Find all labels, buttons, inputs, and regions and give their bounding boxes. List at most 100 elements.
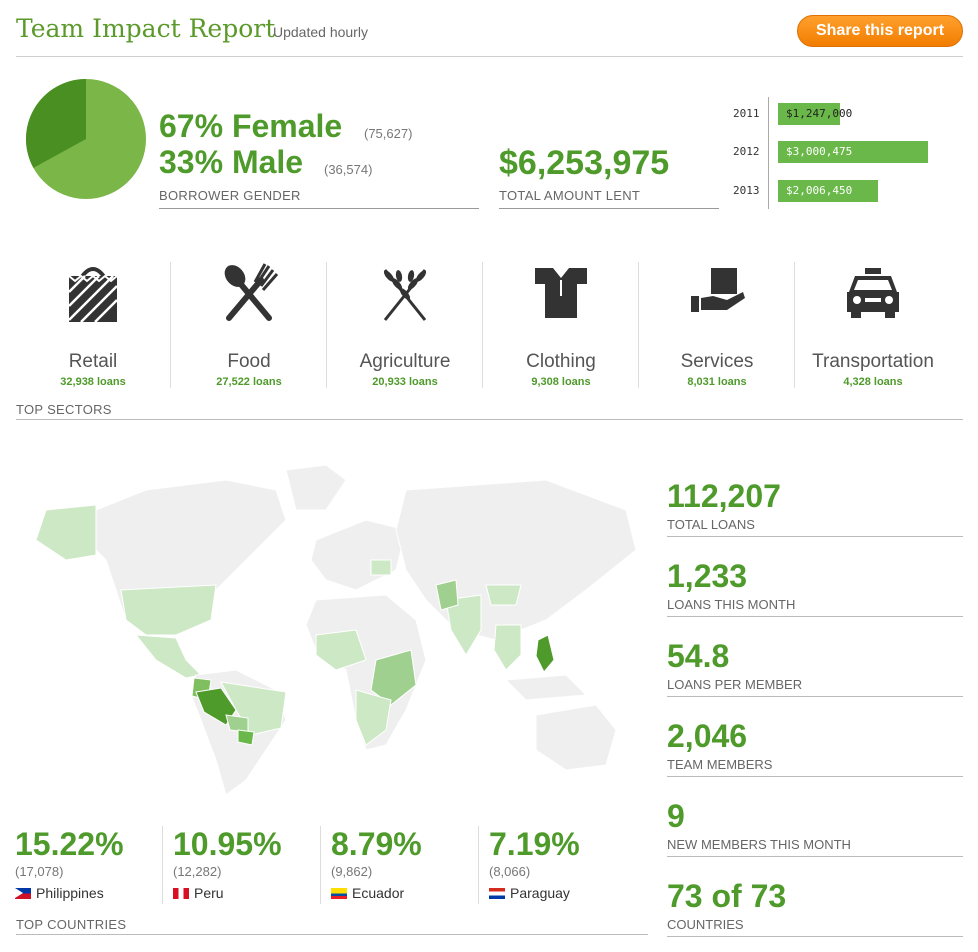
southeast-asia <box>493 624 522 671</box>
gender-pie-chart <box>25 79 146 199</box>
country-count: (17,078) <box>15 864 64 879</box>
sector-name: Services <box>680 351 754 372</box>
stat-label: LOANS PER MEMBER <box>667 677 963 697</box>
sector-clothing[interactable]: Clothing 9,308 loans <box>483 262 639 388</box>
country-name: Ecuador <box>352 885 405 901</box>
country-name: Peru <box>194 885 224 901</box>
philippines-flag-icon <box>15 887 31 899</box>
paraguay-flag-icon <box>489 887 505 899</box>
country-count: (9,862) <box>331 864 373 879</box>
stat-label: TOTAL LOANS <box>667 517 963 537</box>
fork-spoon-icon <box>224 263 279 321</box>
bar-year-label: 2013 <box>733 184 760 197</box>
country-percentage: 7.19% <box>489 826 580 862</box>
stat-loans-this-month: 1,233 LOANS THIS MONTH <box>667 558 963 617</box>
country-philippines[interactable]: 15.22% (17,078) Philippines <box>15 826 161 901</box>
bar-chart-axis <box>768 97 769 209</box>
australia <box>535 704 617 771</box>
female-percentage: 67% Female <box>159 108 343 144</box>
sector-transportation[interactable]: Transportation 4,328 loans <box>795 262 951 388</box>
country-ecuador[interactable]: 8.79% (9,862) Ecuador <box>331 826 477 901</box>
year-bar: $2,006,450 <box>778 180 878 202</box>
sector-name: Food <box>227 351 271 372</box>
sector-services[interactable]: Services 8,031 loans <box>639 262 795 388</box>
country-paraguay[interactable]: 7.19% (8,066) Paraguay <box>489 826 635 901</box>
sector-count: 8,031 loans <box>687 376 747 388</box>
india <box>445 594 482 656</box>
stat-new-members: 9 NEW MEMBERS THIS MONTH <box>667 798 963 857</box>
female-count: (75,627) <box>364 126 413 141</box>
sector-name: Transportation <box>812 351 934 372</box>
country-name: Paraguay <box>510 885 570 901</box>
bar-year-label: 2011 <box>733 107 760 120</box>
pakistan-afghanistan <box>435 579 459 611</box>
sector-count: 4,328 loans <box>843 376 903 388</box>
sector-divider <box>326 262 327 388</box>
amount-underline <box>499 208 719 209</box>
stat-value: 54.8 <box>667 638 730 674</box>
gender-underline <box>159 208 479 209</box>
country-name: Philippines <box>36 885 104 901</box>
bar-value-label: $2,006,450 <box>786 184 853 197</box>
share-report-button[interactable]: Share this report <box>797 15 963 47</box>
country-divider <box>320 826 321 904</box>
gender-label: BORROWER GENDER <box>159 188 301 203</box>
sector-name: Retail <box>68 351 118 372</box>
page-title: Team Impact Report <box>16 14 276 43</box>
stat-value: 73 of 73 <box>667 878 787 914</box>
sector-count: 27,522 loans <box>216 376 282 388</box>
country-peru[interactable]: 10.95% (12,282) Peru <box>173 826 319 901</box>
sector-food[interactable]: Food 27,522 loans <box>171 262 327 388</box>
west-africa <box>315 629 367 671</box>
year-bar: $3,000,475 <box>778 141 928 163</box>
greenland <box>285 464 347 511</box>
stat-countries: 73 of 73 COUNTRIES <box>667 878 963 937</box>
stat-label: TEAM MEMBERS <box>667 757 963 777</box>
sector-retail[interactable]: Retail 32,938 loans <box>15 262 171 388</box>
stat-label: COUNTRIES <box>667 917 963 937</box>
bar-value-label: $1,247,000 <box>786 107 853 120</box>
southern-africa <box>355 689 392 746</box>
country-divider <box>162 826 163 904</box>
sector-count: 32,938 loans <box>60 376 126 388</box>
stat-loans-per-member: 54.8 LOANS PER MEMBER <box>667 638 963 697</box>
sector-divider <box>794 262 795 388</box>
stat-team-members: 2,046 TEAM MEMBERS <box>667 718 963 777</box>
country-percentage: 8.79% <box>331 826 422 862</box>
countries-divider <box>16 934 648 935</box>
brazil <box>220 681 287 736</box>
alaska <box>35 504 97 561</box>
male-percentage: 33% Male <box>159 144 304 180</box>
stat-label: LOANS THIS MONTH <box>667 597 963 617</box>
sector-agriculture[interactable]: Agriculture 20,933 loans <box>327 262 483 388</box>
east-africa <box>370 649 417 706</box>
stat-value: 112,207 <box>667 478 781 514</box>
sector-divider <box>638 262 639 388</box>
male-slice <box>25 79 87 168</box>
stat-value: 9 <box>667 798 685 834</box>
male-count: (36,574) <box>324 162 373 177</box>
country-count: (12,282) <box>173 864 222 879</box>
peru-flag-icon <box>173 887 189 899</box>
updated-note: Updated hourly <box>273 24 368 40</box>
paraguay <box>237 729 255 746</box>
top-countries-label: TOP COUNTRIES <box>16 917 127 932</box>
taxi-icon <box>847 268 899 318</box>
mexico <box>134 634 203 679</box>
country-percentage: 10.95% <box>173 826 282 862</box>
sector-divider <box>482 262 483 388</box>
header-divider <box>16 56 963 57</box>
ecuador-flag-icon <box>331 887 347 899</box>
shopping-bag-icon <box>68 267 118 323</box>
total-amount-label: TOTAL AMOUNT LENT <box>499 188 641 203</box>
year-bar: $1,247,000 <box>778 103 852 125</box>
total-amount-value: $6,253,975 <box>499 144 670 182</box>
stat-total-loans: 112,207 TOTAL LOANS <box>667 478 963 537</box>
sectors-divider <box>16 419 963 420</box>
stat-label: NEW MEMBERS THIS MONTH <box>667 837 963 857</box>
world-map <box>35 464 637 796</box>
philippines <box>535 634 555 673</box>
sector-name: Agriculture <box>359 351 451 372</box>
usa <box>120 584 217 636</box>
asia <box>395 479 637 641</box>
